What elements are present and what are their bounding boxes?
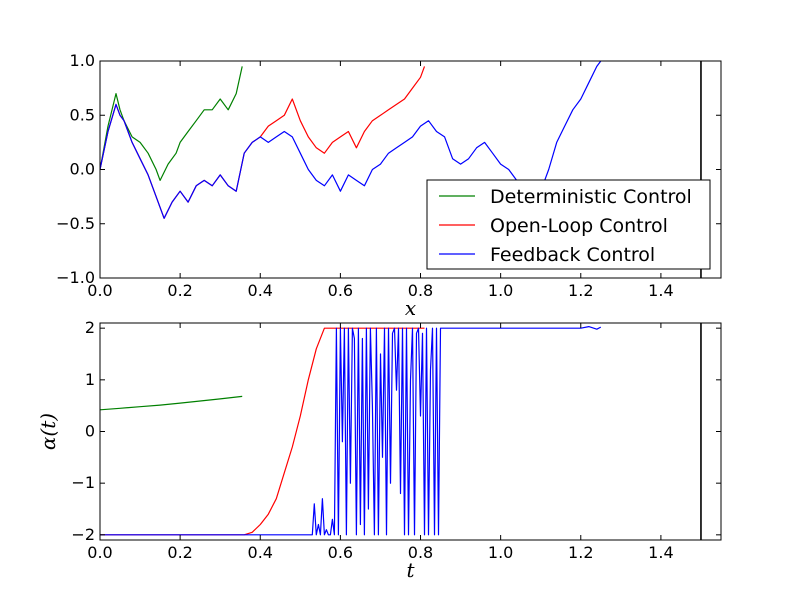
legend-item-deterministic: Deterministic Control bbox=[439, 186, 692, 208]
control-series-feedback-control bbox=[100, 326, 602, 536]
state-y-tick-label: −1.0 bbox=[56, 268, 95, 287]
legend-label-feedback: Feedback Control bbox=[490, 244, 655, 266]
state-x-ticks: 0.0 0.2 0.4 0.6 0.8 1.0 1.2 1.4 bbox=[87, 61, 674, 300]
legend-item-open-loop: Open-Loop Control bbox=[439, 215, 668, 237]
control-y-tick-label: −2 bbox=[71, 525, 95, 544]
state-x-tick-label: 0.0 bbox=[87, 281, 112, 300]
legend-label-open-loop: Open-Loop Control bbox=[490, 215, 668, 237]
control-x-tick-label: 0.0 bbox=[87, 543, 112, 562]
legend-item-feedback: Feedback Control bbox=[439, 244, 655, 266]
control-y-tick-label: 0 bbox=[85, 422, 95, 441]
control-x-tick-label: 0.8 bbox=[408, 543, 433, 562]
control-x-tick-label: 0.4 bbox=[248, 543, 273, 562]
state-x-tick-label: 1.4 bbox=[648, 281, 673, 300]
control-series-deterministic-control bbox=[100, 395, 243, 411]
control-plot-background bbox=[100, 323, 721, 540]
control-x-tick-label: 1.2 bbox=[568, 543, 593, 562]
state-chart: 0.0 0.2 0.4 0.6 0.8 1.0 1.2 1.4 −1.0 −0.5 0.0 0.5 1… bbox=[56, 51, 722, 320]
state-x-tick-label: 1.2 bbox=[568, 281, 593, 300]
state-y-tick-label: 0.0 bbox=[70, 160, 95, 179]
state-x-tick-label: 0.8 bbox=[408, 281, 433, 300]
state-y-tick-label: −0.5 bbox=[56, 214, 95, 233]
control-series-layer bbox=[100, 326, 602, 536]
control-x-axis-label: t bbox=[406, 558, 415, 582]
state-series-deterministic-control bbox=[100, 66, 243, 181]
state-x-tick-label: 0.6 bbox=[328, 281, 353, 300]
state-x-tick-label: 0.2 bbox=[167, 281, 192, 300]
control-y-tick-label: 1 bbox=[85, 370, 95, 389]
control-y-ticks: −2 −1 0 1 2 bbox=[71, 318, 721, 544]
state-x-tick-label: 1.0 bbox=[488, 281, 513, 300]
state-y-tick-label: 1.0 bbox=[70, 51, 95, 70]
control-x-tick-label: 1.0 bbox=[488, 543, 513, 562]
control-plot-area bbox=[100, 323, 721, 540]
control-y-axis-label: α(t) bbox=[36, 413, 60, 450]
control-x-ticks: 0.0 0.2 0.4 0.6 0.8 1.0 1.2 1.4 bbox=[87, 323, 674, 562]
control-y-tick-label: 2 bbox=[85, 318, 95, 337]
control-x-tick-label: 1.4 bbox=[648, 543, 673, 562]
state-x-axis-label: x bbox=[405, 296, 416, 320]
control-series-open-loop-control bbox=[100, 327, 425, 536]
state-y-tick-label: 0.5 bbox=[70, 105, 95, 124]
control-chart: 0.0 0.2 0.4 0.6 0.8 1.0 1.2 1.4 −2 −1 0 1 2 t α(t) bbox=[36, 318, 722, 582]
control-x-tick-label: 0.6 bbox=[328, 543, 353, 562]
control-x-tick-label: 0.2 bbox=[167, 543, 192, 562]
state-x-tick-label: 0.4 bbox=[248, 281, 273, 300]
control-y-tick-label: −1 bbox=[71, 473, 95, 492]
legend-label-deterministic: Deterministic Control bbox=[490, 186, 692, 208]
state-y-ticks: −1.0 −0.5 0.0 0.5 1.0 bbox=[56, 51, 721, 287]
legend: Deterministic Control Open-Loop Control … bbox=[426, 179, 711, 270]
